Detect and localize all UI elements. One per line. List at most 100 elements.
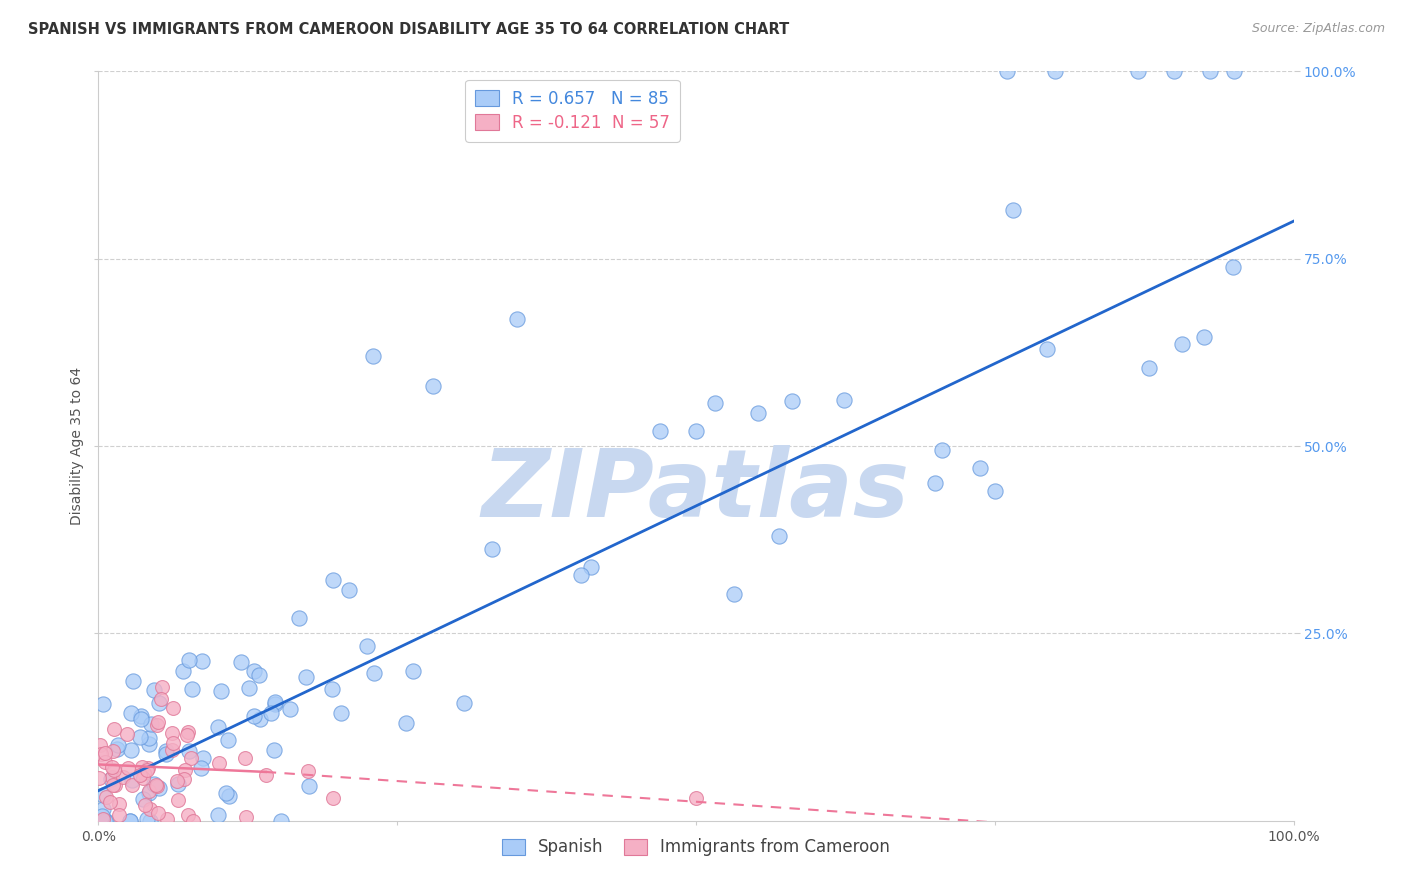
Point bbox=[150, 680, 173, 694]
Point bbox=[298, 779, 321, 793]
Point bbox=[931, 442, 953, 457]
Point bbox=[166, 774, 188, 789]
Point bbox=[1223, 64, 1246, 78]
Point bbox=[481, 542, 503, 557]
Point bbox=[207, 808, 229, 822]
Point bbox=[156, 812, 179, 826]
Point bbox=[101, 744, 124, 758]
Point bbox=[238, 681, 260, 695]
Point bbox=[180, 751, 202, 765]
Point bbox=[91, 812, 114, 826]
Point bbox=[685, 791, 707, 805]
Point bbox=[330, 706, 353, 720]
Point bbox=[143, 777, 166, 791]
Point bbox=[100, 772, 122, 787]
Point bbox=[1192, 330, 1215, 344]
Point bbox=[270, 814, 292, 828]
Point bbox=[984, 483, 1007, 498]
Point bbox=[297, 764, 319, 779]
Point bbox=[579, 559, 602, 574]
Point bbox=[111, 770, 134, 784]
Point bbox=[148, 806, 170, 821]
Point bbox=[121, 673, 143, 688]
Point bbox=[96, 789, 118, 804]
Point bbox=[155, 744, 177, 758]
Point bbox=[120, 814, 142, 828]
Point bbox=[235, 809, 257, 823]
Point bbox=[139, 717, 162, 731]
Point bbox=[780, 394, 803, 409]
Point bbox=[134, 798, 156, 813]
Point bbox=[723, 587, 745, 601]
Point bbox=[145, 778, 167, 792]
Point bbox=[1002, 203, 1025, 218]
Point bbox=[121, 778, 143, 792]
Point bbox=[101, 778, 124, 792]
Point bbox=[177, 744, 200, 758]
Point bbox=[1199, 64, 1222, 78]
Point bbox=[363, 665, 385, 680]
Point bbox=[129, 712, 152, 726]
Point bbox=[155, 747, 177, 761]
Point bbox=[337, 582, 360, 597]
Point bbox=[294, 670, 316, 684]
Point bbox=[132, 771, 155, 785]
Point bbox=[90, 747, 112, 761]
Point bbox=[117, 727, 139, 741]
Point bbox=[167, 793, 190, 807]
Point bbox=[453, 696, 475, 710]
Point bbox=[172, 665, 194, 679]
Point bbox=[1137, 360, 1160, 375]
Point bbox=[148, 715, 170, 730]
Point bbox=[132, 791, 155, 805]
Point bbox=[138, 737, 160, 751]
Point bbox=[571, 568, 593, 582]
Point bbox=[139, 814, 162, 828]
Point bbox=[120, 706, 142, 720]
Point bbox=[129, 768, 152, 782]
Point bbox=[150, 692, 173, 706]
Point bbox=[160, 726, 183, 740]
Point bbox=[148, 780, 170, 795]
Point bbox=[264, 698, 287, 712]
Point bbox=[1222, 260, 1244, 274]
Point bbox=[104, 778, 127, 792]
Point bbox=[136, 812, 159, 826]
Point bbox=[91, 697, 114, 711]
Point bbox=[209, 684, 232, 698]
Point bbox=[1171, 337, 1194, 351]
Point bbox=[207, 720, 229, 734]
Point bbox=[1043, 64, 1066, 78]
Point bbox=[181, 681, 204, 696]
Point bbox=[103, 763, 125, 777]
Legend: Spanish, Immigrants from Cameroon: Spanish, Immigrants from Cameroon bbox=[494, 830, 898, 864]
Point bbox=[120, 814, 142, 828]
Point bbox=[193, 751, 215, 765]
Point bbox=[249, 712, 271, 726]
Point bbox=[91, 808, 114, 822]
Point bbox=[322, 573, 344, 587]
Point bbox=[834, 392, 856, 407]
Point bbox=[132, 766, 155, 780]
Point bbox=[94, 746, 117, 760]
Point bbox=[218, 789, 240, 804]
Point bbox=[98, 795, 121, 809]
Point bbox=[105, 742, 128, 756]
Point bbox=[321, 682, 343, 697]
Point bbox=[190, 761, 212, 775]
Point bbox=[101, 759, 124, 773]
Point bbox=[395, 716, 418, 731]
Point bbox=[96, 814, 118, 828]
Point bbox=[969, 461, 991, 475]
Point bbox=[94, 814, 117, 828]
Point bbox=[138, 731, 160, 746]
Point bbox=[260, 706, 283, 720]
Point bbox=[131, 760, 153, 774]
Point bbox=[363, 349, 385, 363]
Point bbox=[254, 768, 277, 782]
Text: SPANISH VS IMMIGRANTS FROM CAMEROON DISABILITY AGE 35 TO 64 CORRELATION CHART: SPANISH VS IMMIGRANTS FROM CAMEROON DISA… bbox=[28, 22, 789, 37]
Point bbox=[87, 771, 110, 785]
Point bbox=[148, 696, 170, 710]
Point bbox=[768, 529, 790, 543]
Point bbox=[322, 790, 344, 805]
